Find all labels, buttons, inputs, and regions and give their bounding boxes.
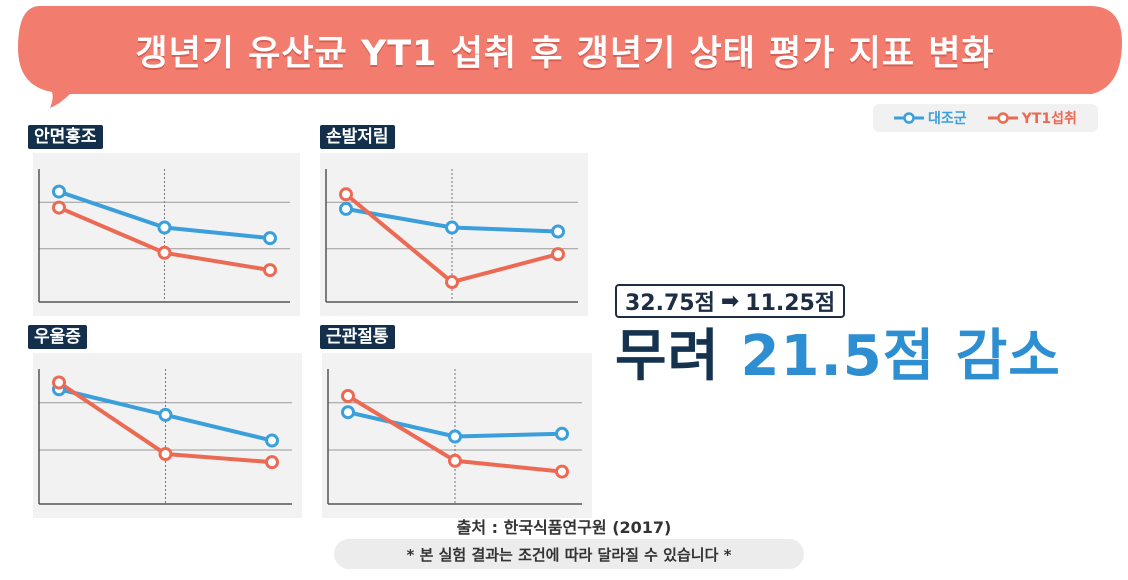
data-point-1-2 [263,263,277,278]
data-point-0-2 [265,433,279,448]
chart-legend: 대조군 YT1섭취 [873,104,1098,132]
data-point-1-0 [341,389,355,403]
score-after: 11.25점 [745,291,836,316]
chart-title-numbness: 손발저림 [320,125,395,149]
headline-value: 21.5점 [740,324,936,389]
data-point-1-1 [158,447,173,462]
line-chart-hot-flash [38,169,290,303]
legend-item-yt1: YT1섭취 [987,108,1077,128]
data-point-1-2 [555,464,569,479]
headline-prefix: 무려 [615,324,721,389]
data-point-0-1 [445,220,459,235]
chart-numbness [320,153,588,316]
line-chart-depression [38,369,292,505]
chart-title-joint-pain: 근관절통 [320,325,395,349]
line-chart-numbness [325,169,578,303]
legend-label-yt1: YT1섭취 [1021,111,1077,127]
data-point-1-2 [265,455,279,470]
data-point-0-1 [157,220,172,235]
data-point-1-0 [52,375,66,390]
banner-ribbon-shape [18,6,1122,108]
page-title: 갱년기 유산균 YT1 섭취 후 갱년기 상태 평가 지표 변화 [135,33,995,74]
data-point-0-1 [158,407,173,422]
line-chart-joint-pain [327,369,582,505]
legend-label-control: 대조군 [928,111,967,127]
title-banner: 갱년기 유산균 YT1 섭취 후 갱년기 상태 평가 지표 변화 [0,0,1128,110]
data-point-0-0 [339,201,353,216]
headline-reduction: 무려 21.5점 감소 [615,322,1061,392]
data-point-1-1 [448,453,462,468]
score-change-box: 32.75점 ➡ 11.25점 [615,284,846,318]
data-point-1-1 [445,275,459,290]
data-point-0-2 [555,426,569,441]
chart-title-hot-flash: 안면홍조 [28,125,103,149]
headline-suffix: 감소 [955,324,1061,389]
legend-item-control: 대조군 [894,108,967,128]
legend-line-marker-icon [894,112,925,124]
data-point-0-0 [341,405,355,420]
chart-hot-flash [33,153,300,316]
data-point-1-1 [157,245,172,260]
chart-depression [33,353,302,518]
data-point-0-0 [52,184,66,199]
data-point-1-0 [52,200,66,215]
disclaimer-note: * 본 실험 결과는 조건에 따라 달라질 수 있습니다 * [334,539,804,569]
chart-title-depression: 우울증 [28,325,87,349]
right-arrow-icon: ➡ [720,288,740,314]
legend-line-marker-icon [987,112,1018,124]
data-point-1-2 [551,247,565,262]
source-citation: 출처 : 한국식품연구원 (2017) [456,518,672,537]
score-before: 32.75점 [625,291,715,316]
data-point-0-2 [551,224,565,239]
data-point-1-0 [339,187,353,202]
data-point-0-1 [448,429,462,444]
data-point-0-2 [263,231,277,246]
chart-joint-pain [322,353,592,518]
